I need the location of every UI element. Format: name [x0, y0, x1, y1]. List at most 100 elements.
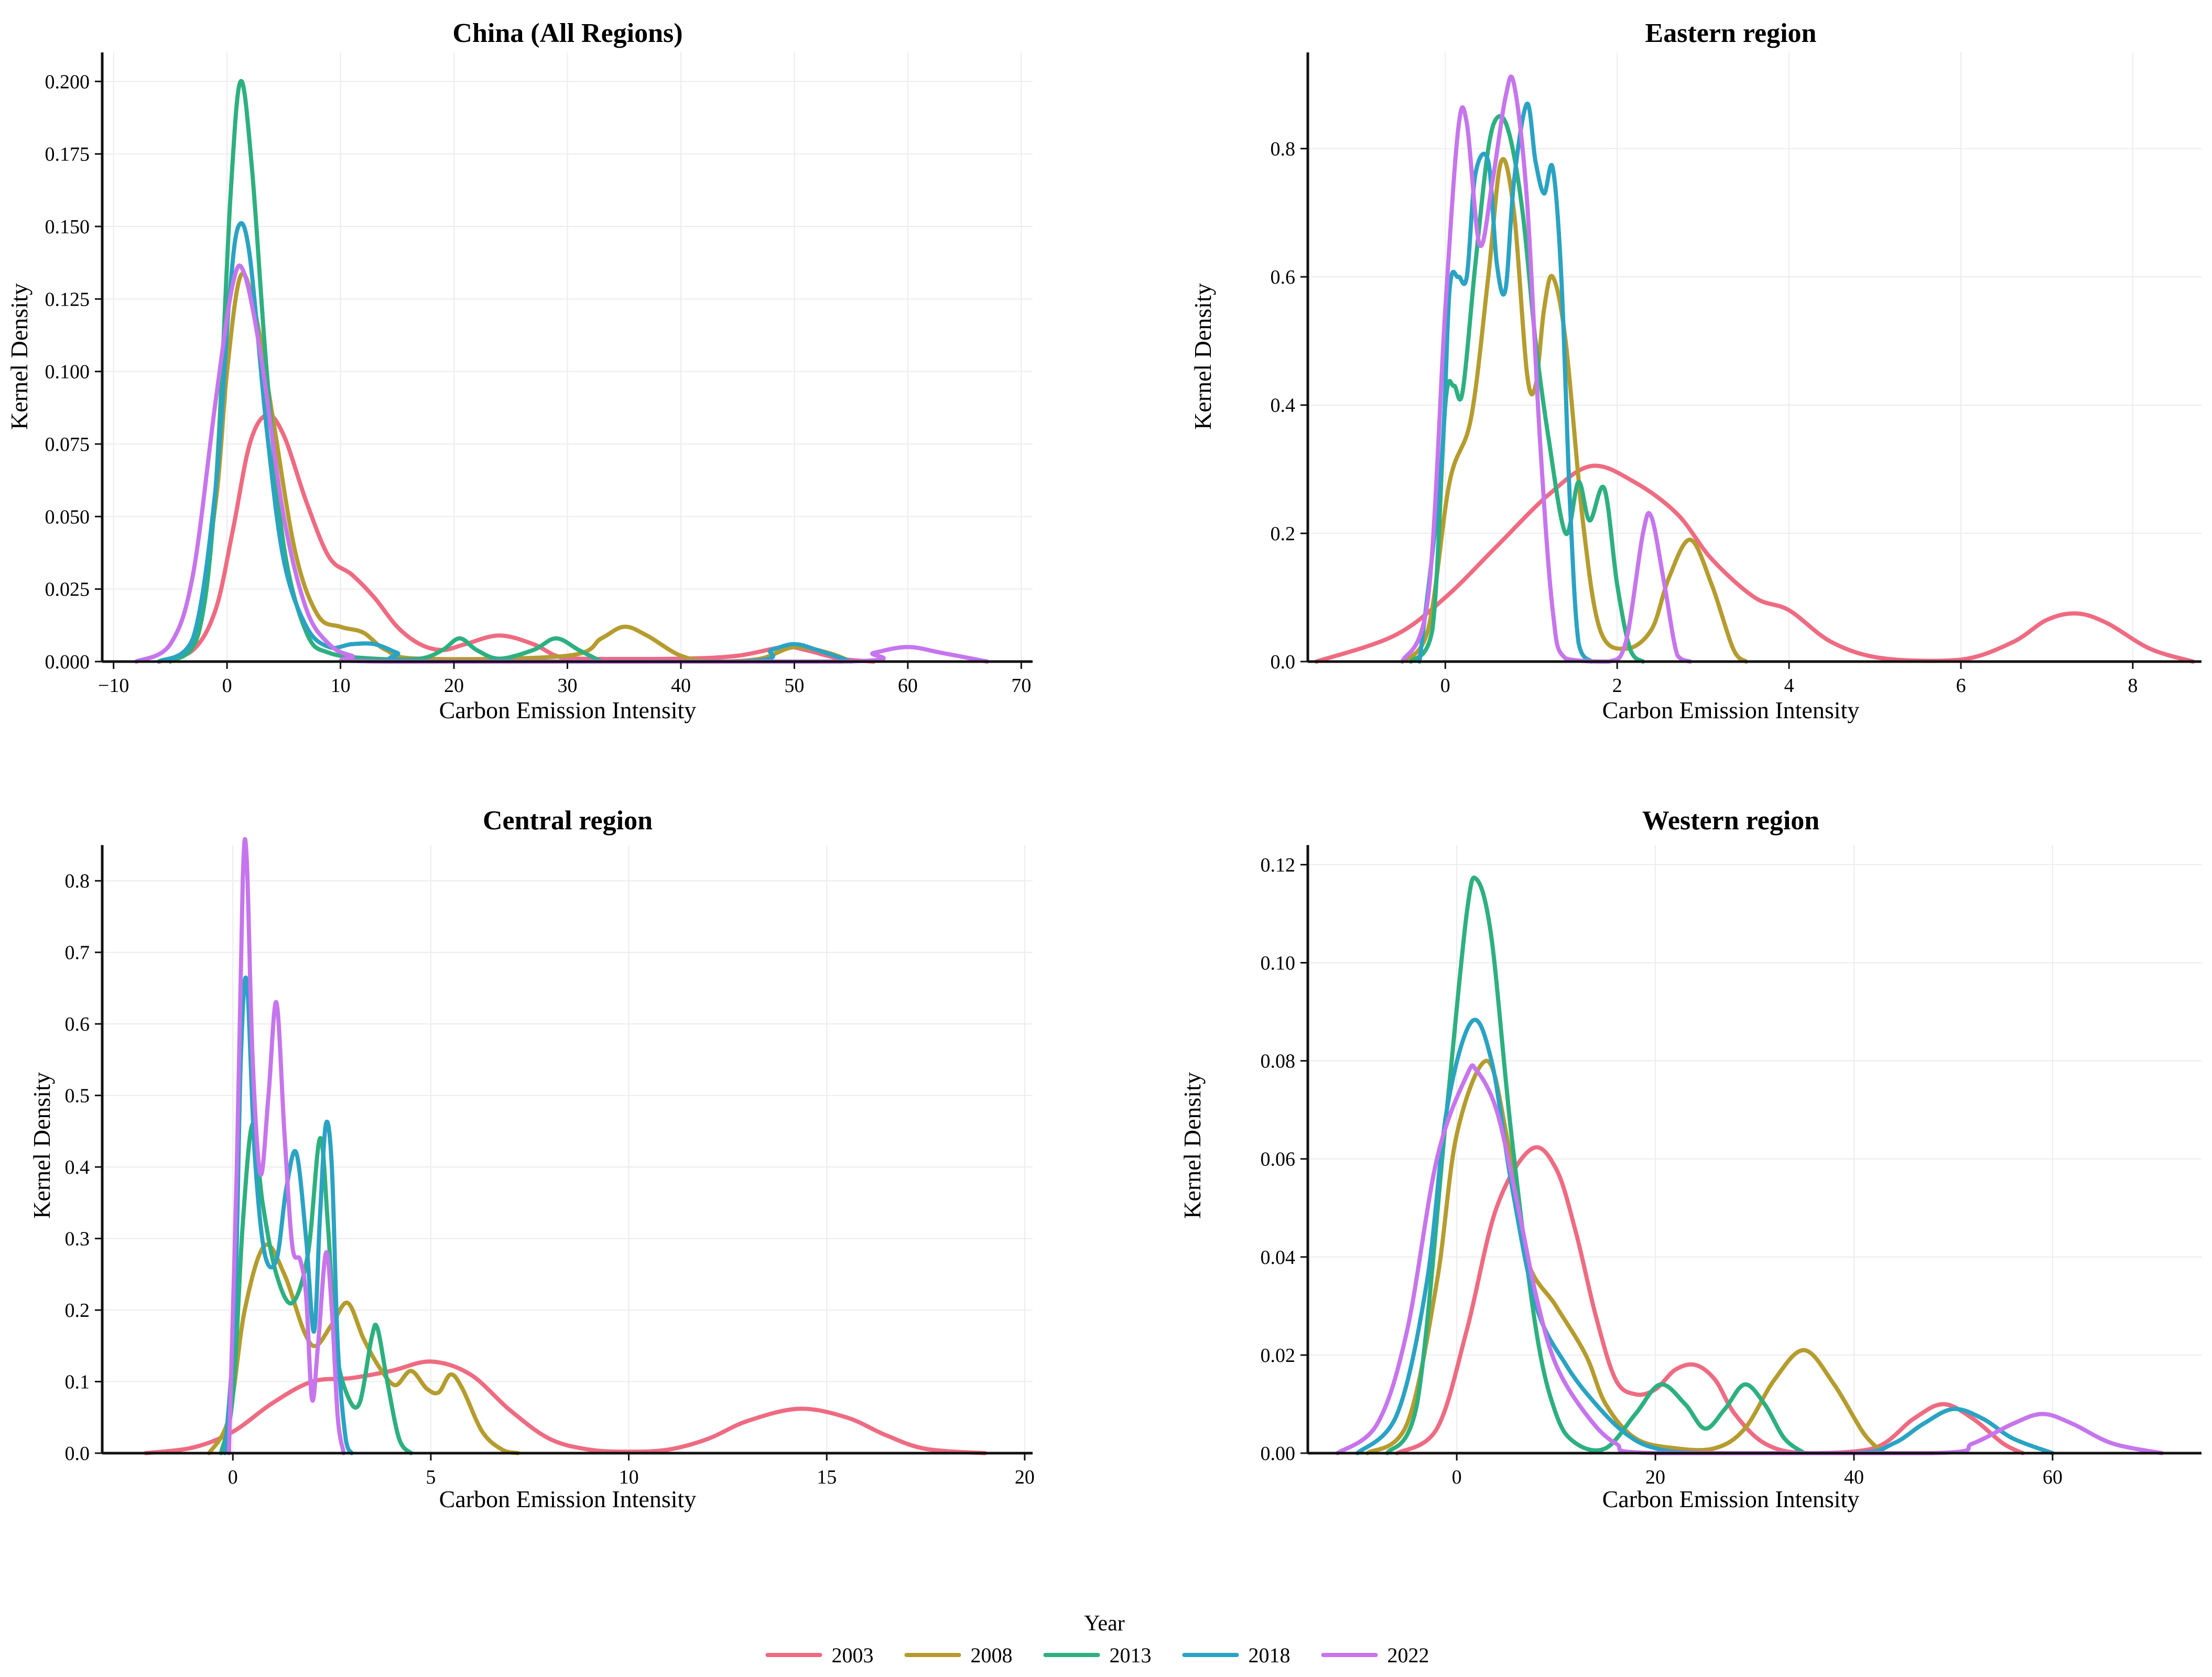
y-tick-label: 0.200 [45, 71, 90, 93]
series-line-2013 [1408, 114, 1645, 664]
y-tick-label: 0.5 [65, 1085, 90, 1107]
legend-label: 2022 [1387, 1643, 1429, 1667]
panel-china-all-regions: China (All Regions) −10 0 10 20 30 40 50 60 70 0.… [6, 18, 1033, 723]
series-line-2003 [157, 413, 876, 664]
y-tick-label: 0.08 [1261, 1051, 1296, 1073]
axis-layer: 0 5 10 15 20 0.0 0.1 0.2 0.3 0.4 0.5 0.6 0.7 0.8 [65, 845, 1035, 1488]
panel-title: Central region [483, 806, 653, 836]
panel-eastern-region: Eastern region 0 2 4 6 8 0.0 0.2 0.4 0.6 0.8 Carb… [1189, 18, 2202, 723]
x-tick-label: 30 [558, 675, 578, 697]
y-tick-label: 0.0 [1271, 651, 1296, 673]
series-line-2022 [1400, 74, 1693, 664]
y-tick-label: 0.6 [65, 1013, 90, 1035]
x-tick-label: 60 [898, 675, 918, 697]
legend-item-2013: 2013 [1043, 1643, 1152, 1667]
series-line-2013 [1385, 875, 1807, 1455]
x-tick-label: 40 [1844, 1466, 1864, 1488]
series-layer [1314, 74, 2195, 664]
y-tick-label: 0.12 [1261, 854, 1296, 876]
series-layer [1335, 875, 2164, 1456]
x-tick-label: 0 [1452, 1466, 1462, 1488]
legend-title: Year [1084, 1611, 1124, 1636]
panel-central-region: Central region 0 5 10 15 20 0.0 0.1 0.2 0.3 0.4 0.… [28, 806, 1035, 1512]
series-line-2018 [1355, 1018, 2055, 1456]
y-tick-label: 0.125 [45, 288, 90, 310]
legend-item-2008: 2008 [904, 1643, 1013, 1667]
y-tick-label: 0.175 [45, 144, 90, 166]
x-tick-label: 15 [817, 1466, 837, 1488]
y-tick-label: 0.150 [45, 216, 90, 238]
series-line-2003 [1314, 463, 2195, 664]
series-line-2022 [1335, 1063, 2164, 1456]
y-tick-label: 0.0 [65, 1443, 90, 1465]
series-line-2018 [1417, 101, 1593, 664]
x-tick-label: 0 [228, 1466, 238, 1488]
panel-title: Western region [1642, 806, 1820, 836]
x-tick-label: 0 [1440, 675, 1450, 697]
y-tick-label: 0.2 [1271, 523, 1296, 545]
x-tick-label: 0 [222, 675, 232, 697]
x-tick-label: 70 [1011, 675, 1031, 697]
x-axis-label: Carbon Emission Intensity [439, 1486, 697, 1512]
legend-label: 2003 [832, 1643, 874, 1667]
x-tick-label: 10 [331, 675, 351, 697]
legend-item-2018: 2018 [1182, 1643, 1291, 1667]
y-tick-label: 0.025 [45, 579, 90, 601]
panel-title: China (All Regions) [452, 18, 682, 48]
y-tick-label: 0.04 [1261, 1247, 1296, 1269]
legend: Year 2003 2008 2013 2018 2022 [765, 1611, 1429, 1667]
y-tick-label: 0.6 [1271, 266, 1296, 288]
x-tick-label: 10 [619, 1466, 639, 1488]
x-axis-label: Carbon Emission Intensity [1602, 1486, 1860, 1512]
x-axis-label: Carbon Emission Intensity [439, 697, 697, 723]
axis-layer: −10 0 10 20 30 40 50 60 70 0.000 0.025 0.050 0.075 0.… [45, 52, 1033, 697]
series-layer [144, 837, 988, 1455]
y-tick-label: 0.4 [65, 1156, 90, 1178]
legend-label: 2008 [971, 1643, 1013, 1667]
x-tick-label: 20 [1645, 1466, 1665, 1488]
series-line-2003 [144, 1359, 988, 1455]
series-line-2008 [207, 1242, 521, 1455]
legend-item-2003: 2003 [765, 1643, 874, 1667]
y-tick-label: 0.050 [45, 506, 90, 528]
x-tick-label: 8 [2128, 675, 2138, 697]
legend-item-2022: 2022 [1321, 1643, 1429, 1667]
series-line-2008 [1365, 1058, 1886, 1455]
y-axis-label: Kernel Density [1189, 283, 1216, 430]
grid-layer [102, 845, 1033, 1454]
x-tick-label: 40 [671, 675, 691, 697]
y-tick-label: 0.06 [1261, 1149, 1296, 1171]
x-tick-label: 2 [1612, 675, 1622, 697]
y-axis-label: Kernel Density [6, 283, 32, 430]
grid-layer [1308, 845, 2202, 1454]
axis-layer: 0 20 40 60 0.00 0.02 0.04 0.06 0.08 0.10 0.12 [1261, 845, 2202, 1488]
x-tick-label: 20 [444, 675, 464, 697]
legend-label: 2013 [1110, 1643, 1152, 1667]
y-axis-label: Kernel Density [28, 1072, 55, 1219]
y-axis-label: Kernel Density [1179, 1072, 1206, 1219]
y-tick-label: 0.075 [45, 434, 90, 456]
y-tick-label: 0.10 [1261, 953, 1296, 975]
legend-label: 2018 [1249, 1643, 1291, 1667]
series-line-2013 [219, 1122, 414, 1455]
panel-western-region: Western region 0 20 40 60 0.00 0.02 0.04 0.06 0.… [1179, 806, 2202, 1512]
x-tick-label: 5 [426, 1466, 436, 1488]
y-tick-label: 0.8 [65, 870, 90, 892]
y-tick-label: 0.8 [1271, 138, 1296, 160]
y-tick-label: 0.4 [1271, 395, 1296, 417]
legend-items: 2003 2008 2013 2018 2022 [765, 1643, 1429, 1667]
x-tick-label: 4 [1784, 675, 1794, 697]
y-tick-label: 0.1 [65, 1371, 90, 1393]
y-tick-label: 0.00 [1261, 1443, 1296, 1465]
x-tick-label: 6 [1956, 675, 1966, 697]
y-tick-label: 0.2 [65, 1300, 90, 1322]
panel-title: Eastern region [1645, 18, 1817, 48]
axis-layer: 0 2 4 6 8 0.0 0.2 0.4 0.6 0.8 [1271, 52, 2202, 697]
x-axis-label: Carbon Emission Intensity [1602, 697, 1860, 723]
y-tick-label: 0.000 [45, 651, 90, 673]
x-tick-label: 60 [2043, 1466, 2063, 1488]
series-line-2022 [134, 263, 990, 664]
series-line-2008 [1400, 157, 1749, 664]
